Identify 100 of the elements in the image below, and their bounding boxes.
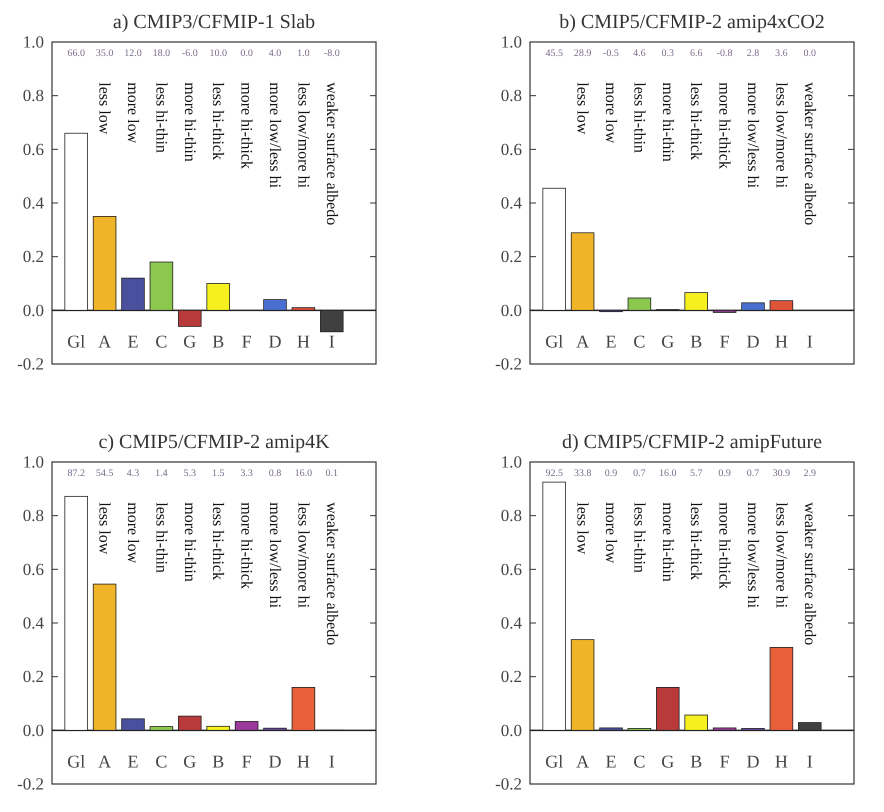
x-tick-label: Gl [545,331,564,352]
annotation: weaker surface albedo [322,502,340,646]
y-tick-label: -0.2 [495,774,522,794]
y-tick-label: 1.0 [500,32,522,52]
y-tick-label: 0.0 [22,300,44,320]
x-tick-label: I [806,331,813,352]
x-tick-label: F [242,751,252,772]
y-tick-label: -0.2 [17,774,44,794]
y-tick-label: 0.6 [22,140,44,159]
annotation: more hi-thick [238,82,255,169]
annotation: more low/less hi [266,502,283,609]
x-tick-label: F [720,751,730,772]
y-tick-label: 0.8 [22,506,44,526]
x-tick-label: H [774,331,788,352]
annotation: more low/less hi [744,82,761,189]
x-tick-label: D [268,751,282,772]
x-tick-label: Gl [545,751,564,772]
x-tick-label: I [328,331,335,352]
y-tick-label: -0.2 [17,354,44,374]
y-tick-label: 0.2 [22,667,44,686]
text: 92.5 33.8 0.9 0.7 16.0 5.7 0.9 0.7 30.9 2.9 [545,468,816,479]
x-tick-label: Gl [67,751,86,772]
y-tick-label: 0.6 [500,560,522,579]
x-tick-label: C [633,331,646,352]
x-tick-label: C [633,751,646,772]
annotation: less hi-thin [630,82,648,153]
x-tick-label: G [183,751,196,772]
annotation: more hi-thin [658,502,676,582]
annotation: less low/more hi [772,502,790,609]
chart-title: d) CMIP5/CFMIP-2 amipFuture [562,431,822,453]
annotation: more low [602,82,619,144]
annotation: more low/less hi [744,502,761,609]
y-tick-label: 1.0 [500,452,522,472]
annotation: more low [124,502,141,564]
x-tick-label: E [128,331,138,352]
x-tick-label: B [212,331,224,352]
y-tick-label: 0.6 [500,140,522,159]
annotation: more low [602,502,619,564]
annotation: less hi-thin [630,502,648,573]
y-tick-label: 0.2 [500,247,522,266]
chart-title: a) CMIP3/CFMIP-1 Slab [112,11,316,33]
annotation: more hi-thick [716,82,733,169]
x-tick-label: E [128,751,138,772]
x-tick-label: B [690,751,702,772]
x-tick-label: D [746,751,760,772]
annotation: less hi-thick [209,502,226,580]
x-tick-label: A [98,751,112,772]
x-tick-label: B [212,751,224,772]
x-tick-label: G [661,751,674,772]
x-tick-label: H [774,751,788,772]
x-tick-label: C [155,751,168,772]
annotation: weaker surface albedo [322,82,340,226]
annotation: weaker surface albedo [800,502,818,646]
x-tick-label: F [720,331,730,352]
y-tick-label: 0.2 [22,247,44,266]
annotation: more hi-thin [658,82,676,162]
y-tick-label: 0.0 [500,300,522,320]
annotation: more hi-thin [180,82,198,162]
annotation: less hi-thick [687,502,704,580]
y-tick-label: 0.4 [500,193,522,212]
text: 45.5 28.9 -0.5 4.6 0.3 6.6 -0.8 2.8 3.6 0.0 [545,48,816,59]
x-tick-label: H [296,751,310,772]
x-tick-label: H [296,331,310,352]
text: 66.0 35.0 12.0 18.0 -6.0 10.0 0.0 4.0 1.0 -8.0 [67,48,340,59]
annotation: more hi-thick [716,502,733,589]
y-tick-label: -0.2 [495,354,522,374]
x-tick-label: D [268,331,282,352]
annotation: less low/more hi [294,82,312,189]
annotation: more hi-thick [238,502,255,589]
x-tick-label: G [183,331,196,352]
chart-title: b) CMIP5/CFMIP-2 amip4xCO2 [559,11,825,33]
y-tick-label: 0.8 [500,506,522,526]
x-tick-label: A [576,751,590,772]
x-tick-label: A [98,331,112,352]
annotation: less low/more hi [294,502,312,609]
annotation: more low [124,82,141,144]
y-tick-label: 0.8 [22,86,44,106]
annotation: less low [96,502,113,555]
y-tick-label: 0.0 [500,720,522,740]
x-tick-label: G [661,331,674,352]
y-tick-label: 0.0 [22,720,44,740]
annotation: more hi-thin [180,502,198,582]
x-tick-label: F [242,331,252,352]
text: 87.2 54.5 4.3 1.4 5.3 1.5 3.3 0.8 16.0 0.1 [67,468,338,479]
annotation: less low/more hi [772,82,790,189]
annotation: more low/less hi [266,82,283,189]
x-tick-label: I [328,751,335,772]
annotation: less low [574,82,591,135]
annotation: less hi-thick [687,82,704,160]
annotation: less low [574,502,591,555]
y-tick-label: 0.4 [500,613,522,632]
y-tick-label: 0.4 [22,193,44,212]
y-tick-label: 0.2 [500,667,522,686]
x-tick-label: A [576,331,590,352]
y-tick-label: 0.6 [22,560,44,579]
annotation: less low [96,82,113,135]
y-tick-label: 1.0 [22,32,44,52]
annotation: less hi-thin [152,502,170,573]
y-tick-label: 0.4 [22,613,44,632]
x-tick-label: E [606,751,616,772]
